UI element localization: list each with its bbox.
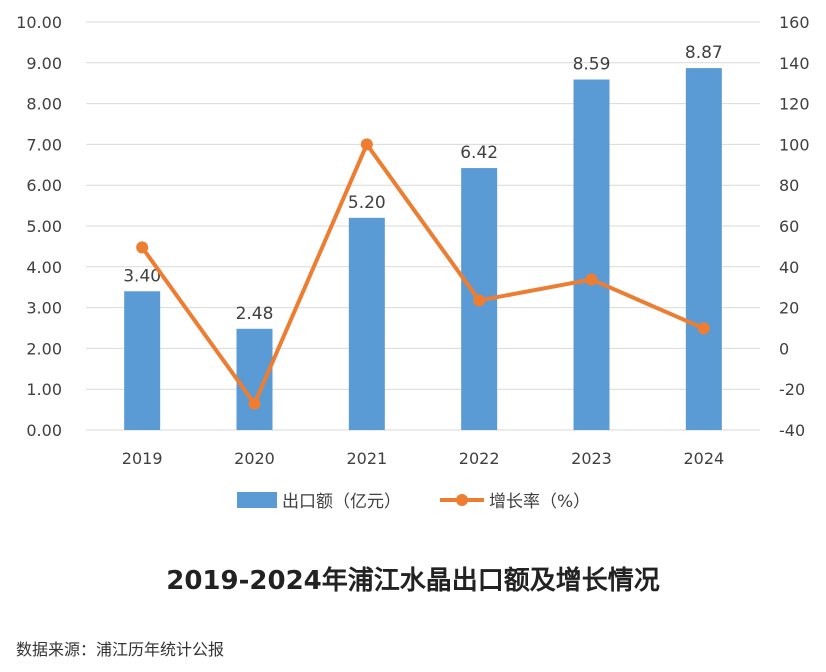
left-tick-label: 10.00: [16, 13, 62, 32]
line-point: [585, 273, 598, 286]
growth-line: [140, 142, 705, 406]
right-tick-label: 60: [779, 217, 799, 236]
gridlines: [86, 21, 760, 431]
left-tick-label: 6.00: [26, 176, 62, 195]
legend-line-marker: [456, 494, 468, 506]
bar-data-label: 8.87: [685, 43, 723, 63]
x-tick-label: 2023: [571, 449, 612, 468]
left-tick-label: 4.00: [26, 258, 62, 277]
legend-bar-label: 出口额（亿元）: [282, 492, 401, 512]
line-point: [248, 397, 261, 410]
left-tick-label: 7.00: [26, 135, 62, 154]
right-tick-label: 160: [779, 13, 810, 32]
x-tick-label: 2019: [122, 449, 163, 468]
x-tick-label: 2024: [683, 449, 724, 468]
source-note: 数据来源：浦江历年统计公报: [16, 640, 225, 659]
x-tick-label: 2020: [234, 449, 275, 468]
right-tick-label: 100: [779, 135, 810, 154]
left-tick-label: 0.00: [26, 421, 62, 440]
right-tick-label: 0: [779, 339, 789, 358]
x-tick-label: 2022: [459, 449, 500, 468]
bar-data-label: 5.20: [348, 193, 386, 213]
bar-data-label: 3.40: [123, 266, 161, 286]
legend-bar-swatch: [237, 492, 277, 508]
bar-data-label: 8.59: [573, 55, 611, 75]
right-tick-label: 20: [779, 299, 799, 318]
left-tick-label: 9.00: [26, 54, 62, 73]
line-series: [136, 138, 710, 410]
right-tick-label: -20: [779, 380, 805, 399]
left-tick-label: 2.00: [26, 339, 62, 358]
x-axis-ticks: 2019 2020 2021 2022 2023 2024: [122, 449, 724, 468]
left-tick-label: 1.00: [26, 380, 62, 399]
bar: [348, 217, 385, 430]
left-tick-label: 3.00: [26, 299, 62, 318]
bar-data-label: 6.42: [460, 143, 498, 163]
line-point: [360, 138, 373, 151]
right-tick-label: 140: [779, 54, 810, 73]
chart: 0.00 1.00 2.00 3.00 4.00 5.00 6.00 7.00 8.00 9.00…: [16, 13, 810, 512]
legend: 出口额（亿元） 增长率（%）: [237, 492, 590, 512]
bar-data-labels: 3.40 2.48 5.20 6.42 8.59 8.87: [123, 43, 723, 324]
bar: [685, 68, 722, 430]
left-tick-label: 8.00: [26, 95, 62, 114]
right-tick-label: -40: [779, 421, 805, 440]
chart-title: 2019-2024年浦江水晶出口额及增长情况: [166, 566, 660, 596]
bar-series: [124, 68, 722, 430]
bar: [124, 291, 161, 430]
bar: [573, 79, 610, 430]
right-tick-label: 80: [779, 176, 799, 195]
right-tick-label: 120: [779, 95, 810, 114]
left-axis-ticks: 0.00 1.00 2.00 3.00 4.00 5.00 6.00 7.00 8.00 9.00…: [16, 13, 62, 440]
left-tick-label: 5.00: [26, 217, 62, 236]
x-tick-label: 2021: [346, 449, 387, 468]
right-tick-label: 40: [779, 258, 799, 277]
right-axis-ticks: -40 -20 0 20 40 60 80 100 120 140 160: [779, 13, 810, 440]
line-point: [473, 294, 486, 307]
line-point: [697, 322, 710, 335]
legend-line-label: 增长率（%）: [489, 492, 590, 512]
line-point: [136, 241, 149, 254]
bar-data-label: 2.48: [236, 304, 274, 324]
